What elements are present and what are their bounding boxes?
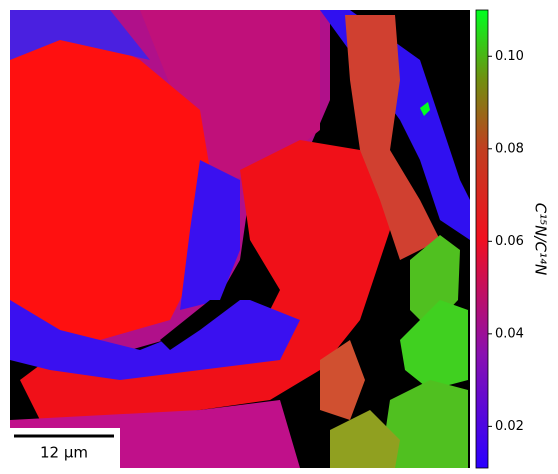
colorbar: [475, 9, 489, 469]
colorbar-tick-label: 0.04: [495, 326, 524, 341]
colorbar-tick-label: 0.06: [495, 234, 524, 249]
colorbar-label: C¹⁵N/C¹⁴N: [532, 203, 550, 276]
colorbar-tick-label: 0.08: [495, 141, 524, 156]
scale-bar-label: 12 μm: [40, 444, 88, 462]
ratio-image: [10, 10, 470, 468]
colorbar-tick-label: 0.10: [495, 49, 524, 64]
colorbar-tick-label: 0.02: [495, 419, 524, 434]
